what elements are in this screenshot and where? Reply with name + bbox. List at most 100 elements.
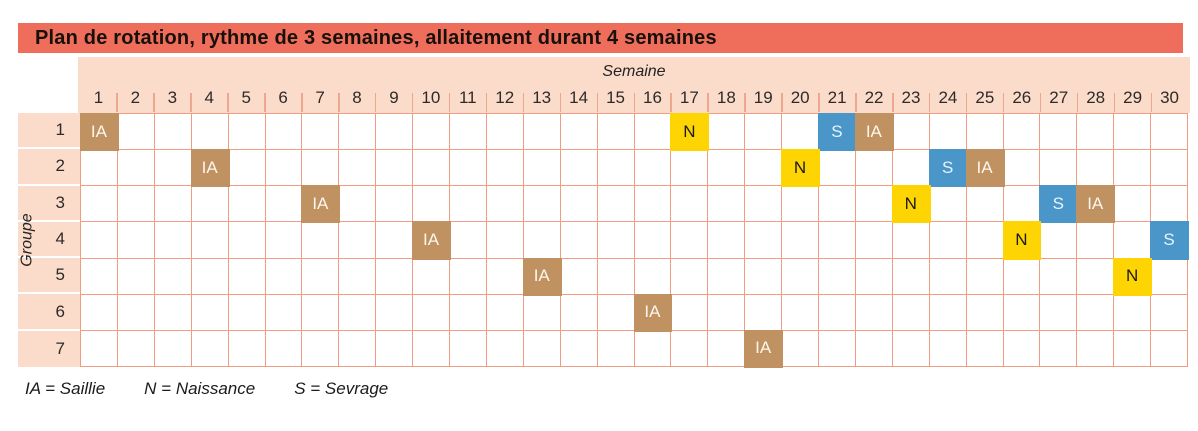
empty-cell <box>892 258 930 295</box>
week-number: 7 <box>301 83 339 113</box>
empty-cell <box>339 258 377 295</box>
empty-cell <box>486 222 524 259</box>
empty-cell <box>1151 114 1188 151</box>
title-bar: Plan de rotation, rythme de 3 semaines, … <box>18 23 1183 53</box>
empty-cell <box>1077 222 1115 259</box>
empty-cell <box>413 258 450 295</box>
empty-cell <box>117 114 155 151</box>
week-number: 2 <box>116 83 154 113</box>
event-ia-cell: IA <box>965 149 1005 188</box>
week-number: 25 <box>965 83 1003 113</box>
empty-cell <box>265 330 303 367</box>
empty-cell <box>339 186 377 223</box>
empty-cell <box>265 294 303 331</box>
group-number: 7 <box>55 338 65 358</box>
group-number: 2 <box>18 149 80 186</box>
empty-cell <box>855 150 893 187</box>
empty-cell <box>782 258 819 295</box>
empty-cell <box>892 330 930 367</box>
empty-cell <box>450 186 487 223</box>
empty-cell <box>228 114 266 151</box>
empty-cell <box>1151 294 1188 331</box>
empty-cell <box>966 258 1004 295</box>
empty-cell <box>450 114 487 151</box>
empty-cell <box>376 114 414 151</box>
empty-cell <box>819 222 856 259</box>
empty-cell <box>855 330 893 367</box>
empty-cell <box>376 294 414 331</box>
empty-cell <box>1040 114 1078 151</box>
empty-cell <box>1114 150 1152 187</box>
empty-cell <box>413 150 450 187</box>
empty-cell <box>154 294 192 331</box>
empty-cell <box>523 294 561 331</box>
empty-cell <box>1151 186 1188 223</box>
event-s-cell: S <box>928 149 968 188</box>
empty-cell <box>81 330 118 367</box>
week-grid: IA N S IA IA N S IA IA N S IA IA N S IA N IA IA <box>80 112 1189 368</box>
empty-cell <box>1003 258 1041 295</box>
empty-cell <box>191 114 229 151</box>
empty-cell <box>302 258 340 295</box>
empty-cell <box>671 294 709 331</box>
empty-cell <box>1003 150 1041 187</box>
empty-cell <box>523 222 561 259</box>
event-ia-cell: IA <box>301 185 341 224</box>
empty-cell <box>81 186 118 223</box>
empty-cell <box>708 258 746 295</box>
week-number: 14 <box>559 83 597 113</box>
empty-cell <box>1114 114 1152 151</box>
empty-cell <box>154 114 192 151</box>
empty-cell <box>782 114 819 151</box>
empty-cell <box>819 294 856 331</box>
empty-cell <box>154 258 192 295</box>
empty-cell <box>745 258 783 295</box>
empty-cell <box>560 186 598 223</box>
empty-cell <box>855 186 893 223</box>
empty-cell <box>1077 258 1115 295</box>
empty-cell <box>339 222 377 259</box>
empty-cell <box>929 114 967 151</box>
empty-cell <box>339 114 377 151</box>
empty-cell <box>966 222 1004 259</box>
figure-title: Plan de rotation, rythme de 3 semaines, … <box>35 26 717 49</box>
week-header: 1 2 3 4 5 6 7 8 9 10 11 12 13 14 15 16 17 18 19 20 21 22 23 24 2… <box>80 83 1188 113</box>
empty-cell <box>892 150 930 187</box>
empty-cell <box>1040 330 1078 367</box>
empty-cell <box>191 258 229 295</box>
legend-item: N = Naissance <box>144 379 256 398</box>
empty-cell <box>560 258 598 295</box>
empty-cell <box>1003 186 1041 223</box>
empty-cell <box>450 330 487 367</box>
empty-cell <box>191 330 229 367</box>
event-ia-cell: IA <box>744 329 784 368</box>
empty-cell <box>265 114 303 151</box>
empty-cell <box>191 186 229 223</box>
empty-cell <box>929 294 967 331</box>
empty-cell <box>782 222 819 259</box>
empty-cell <box>708 186 746 223</box>
group-number: 4 <box>18 222 80 259</box>
empty-cell <box>745 294 783 331</box>
empty-cell <box>413 186 450 223</box>
group-number: 5 <box>18 258 80 295</box>
empty-cell <box>708 330 746 367</box>
group-number: 6 <box>18 294 80 331</box>
event-ia-cell: IA <box>190 149 230 188</box>
empty-cell <box>745 222 783 259</box>
empty-cell <box>1151 258 1188 295</box>
empty-cell <box>523 150 561 187</box>
empty-cell <box>819 330 856 367</box>
empty-cell <box>819 186 856 223</box>
empty-cell <box>671 330 709 367</box>
empty-cell <box>302 330 340 367</box>
week-number: 12 <box>485 83 523 113</box>
empty-cell <box>782 330 819 367</box>
event-ia-cell: IA <box>80 112 119 152</box>
empty-cell <box>634 150 672 187</box>
week-number: 18 <box>707 83 745 113</box>
empty-cell <box>1077 114 1115 151</box>
event-ia-cell: IA <box>1076 185 1116 224</box>
empty-cell <box>1003 330 1041 367</box>
empty-cell <box>892 294 930 331</box>
